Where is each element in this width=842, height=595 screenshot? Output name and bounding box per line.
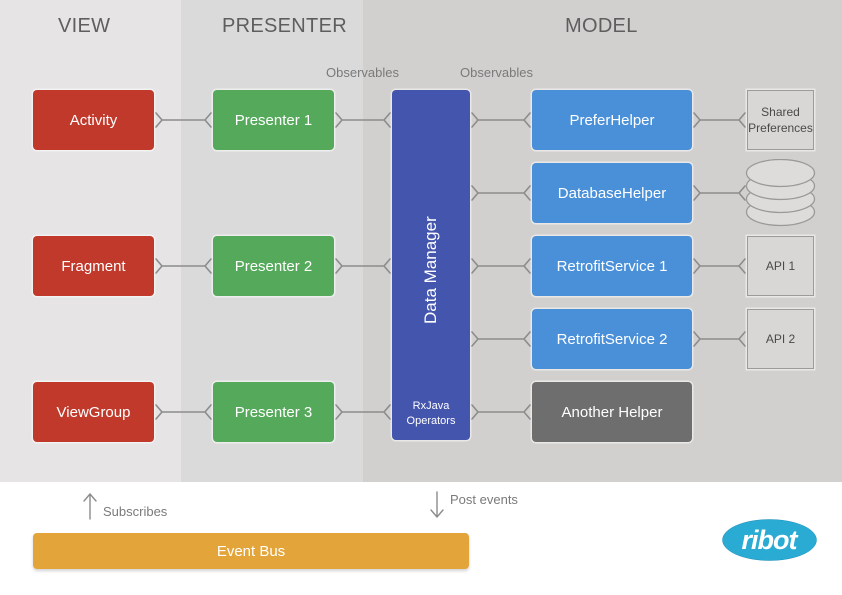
- svg-text:ribot: ribot: [742, 525, 799, 555]
